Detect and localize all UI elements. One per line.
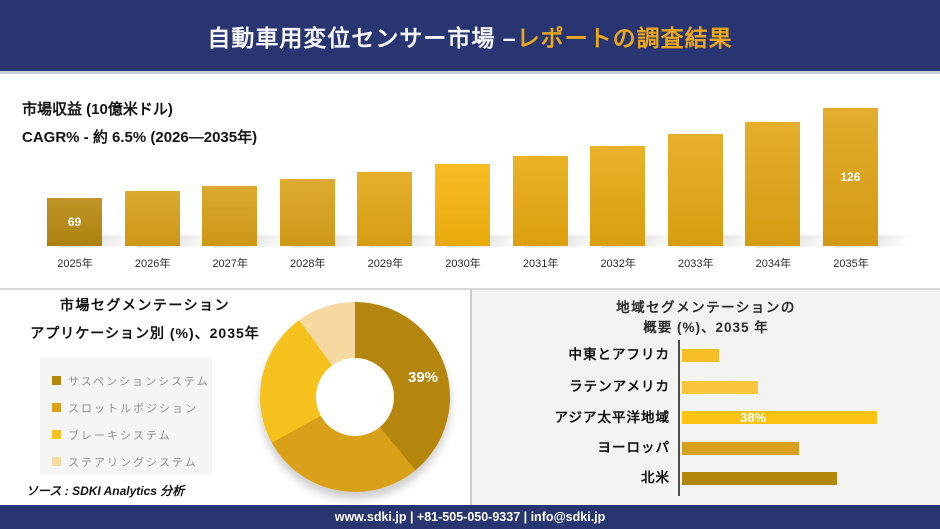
region-row-中東とアフリカ: 中東とアフリカ — [472, 342, 940, 368]
legend-item: サスペンションシステム — [52, 367, 212, 394]
bar-year-label: 2033年 — [678, 258, 714, 270]
donut-slice-label: 39% — [407, 369, 439, 386]
footer-bar: www.sdki.jp | +81-505-050-9337 | info@sd… — [0, 505, 940, 529]
legend-label: サスペンションシステム — [68, 375, 210, 388]
legend-color-marker — [52, 430, 61, 439]
region-bar-value-label: 38% — [740, 410, 767, 425]
legend-label: ステアリングシステム — [68, 456, 198, 469]
region-bar — [682, 348, 719, 362]
horizontal-divider — [0, 288, 940, 290]
region-label: 北米 — [641, 470, 670, 485]
revenue-bar — [357, 172, 413, 246]
regional-chart-axis-line — [678, 340, 680, 496]
legend-color-marker — [52, 376, 61, 385]
bar-group-2027年: 2027年 — [191, 74, 294, 274]
bar-year-label: 2025年 — [57, 258, 93, 270]
bar-value-label: 69 — [67, 215, 82, 229]
revenue-bar — [512, 156, 568, 246]
regional-chart-title-line2: 概要 (%)、2035 年 — [643, 320, 769, 335]
legend-item: ステアリングシステム — [52, 448, 212, 475]
legend-color-marker — [52, 403, 61, 412]
revenue-bar — [202, 186, 258, 246]
bar-group-2032年: 2032年 — [579, 74, 682, 274]
region-row-北米: 北米 — [472, 465, 940, 491]
bar-group-2030年: 2030年 — [424, 74, 527, 274]
regional-segmentation-panel: 地域セグメンテーションの 概要 (%)、2035 年 中東とアフリカ ラテンアメリ… — [472, 290, 940, 505]
donut-hole — [316, 358, 394, 436]
region-label: ラテンアメリカ — [569, 379, 670, 394]
revenue-bar-chart: 69 2025年 2026年 2027年 2028年 2029年 2030年 2031年 203… — [0, 74, 940, 288]
bar-group-2034年: 2034年 — [734, 74, 838, 274]
regional-chart-title-line1: 地域セグメンテーションの — [616, 300, 796, 315]
donut-chart-title-line1: 市場セグメンテーション — [59, 297, 231, 313]
region-bar: 38% — [682, 410, 877, 425]
bar-year-label: 2034年 — [755, 258, 792, 270]
bar-group-2025年: 69 2025年 — [36, 74, 139, 274]
revenue-bar — [279, 179, 335, 246]
bar-year-label: 2028年 — [290, 258, 326, 270]
region-label: 中東とアフリカ — [568, 347, 670, 362]
region-bar — [682, 380, 758, 394]
bar-year-label: 2031年 — [522, 258, 559, 270]
revenue-bar — [590, 146, 646, 246]
bar-group-2028年: 2028年 — [269, 74, 372, 274]
region-row-ヨーロッパ: ヨーロッパ — [472, 435, 940, 461]
vertical-divider — [470, 290, 472, 505]
revenue-bar — [124, 191, 180, 246]
bar-group-2035年: 126 2035年 — [812, 74, 915, 274]
source-note: ソース : SDKI Analytics 分析 — [26, 484, 185, 498]
region-bar — [682, 471, 837, 485]
legend-label: スロットルポジション — [68, 402, 198, 415]
page-title-accent: レポートの調査結果 — [516, 24, 733, 51]
page-title-main: 自動車用変位センサー市場 – — [207, 24, 517, 51]
legend-color-marker — [52, 457, 61, 466]
legend-label: ブレーキシステム — [68, 429, 172, 442]
bar-value-label: 126 — [840, 170, 861, 184]
region-label: アジア太平洋地域 — [554, 409, 670, 425]
revenue-metric-label: 市場収益 (10億米ドル) — [22, 101, 173, 118]
revenue-bar — [667, 134, 723, 246]
bar-year-label: 2030年 — [445, 258, 481, 270]
application-segmentation-panel: 市場セグメンテーション アプリケーション別 (%)、2035年 サスペンションシ… — [0, 290, 470, 505]
revenue-bar: 126 — [823, 108, 878, 246]
region-row-ラテンアメリカ: ラテンアメリカ — [472, 374, 940, 400]
bar-year-label: 2027年 — [212, 258, 248, 270]
revenue-bar: 69 — [47, 198, 102, 246]
revenue-bar — [435, 164, 490, 246]
footer-contact-text: www.sdki.jp | +81-505-050-9337 | info@sd… — [334, 510, 606, 524]
bar-year-label: 2029年 — [367, 258, 404, 270]
bar-year-label: 2032年 — [600, 258, 636, 270]
bar-year-label: 2035年 — [833, 258, 869, 270]
bar-group-2029年: 2029年 — [346, 74, 450, 274]
bar-year-label: 2026年 — [134, 258, 171, 270]
header-bar: 自動車用変位センサー市場 – レポートの調査結果 — [0, 0, 940, 74]
revenue-bar — [745, 122, 801, 246]
legend-item: ブレーキシステム — [52, 421, 212, 448]
region-row-アジア太平洋地域: アジア太平洋地域 38% — [472, 405, 940, 431]
donut-chart-title-line2: アプリケーション別 (%)、2035年 — [30, 325, 260, 341]
bar-group-2026年: 2026年 — [114, 74, 217, 274]
region-bar — [682, 441, 799, 455]
cagr-label: CAGR% - 約 6.5% (2026―2035年) — [22, 129, 258, 146]
legend-item: スロットルポジション — [52, 394, 212, 421]
bar-group-2033年: 2033年 — [657, 74, 760, 274]
donut-legend: サスペンションシステム スロットルポジション ブレーキシステムステアリングシステム — [40, 357, 212, 475]
region-label: ヨーロッパ — [597, 440, 670, 455]
bar-group-2031年: 2031年 — [502, 74, 605, 274]
